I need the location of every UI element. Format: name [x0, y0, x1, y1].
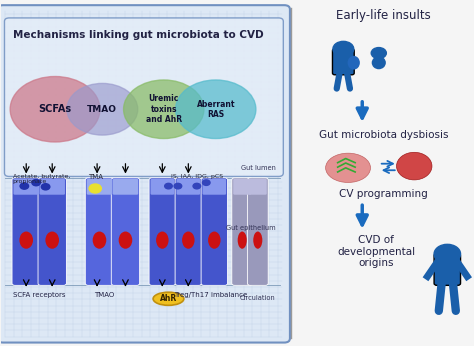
Text: Gut microbiota dysbiosis: Gut microbiota dysbiosis [319, 130, 448, 140]
FancyBboxPatch shape [175, 178, 201, 285]
Text: CV programming: CV programming [339, 189, 428, 199]
Text: Gut epithelium: Gut epithelium [226, 225, 276, 231]
Circle shape [202, 180, 210, 185]
Circle shape [174, 183, 182, 189]
FancyBboxPatch shape [38, 178, 66, 285]
Text: TMAO: TMAO [94, 292, 115, 298]
Ellipse shape [372, 56, 386, 69]
FancyBboxPatch shape [247, 178, 268, 285]
FancyBboxPatch shape [87, 179, 112, 195]
FancyBboxPatch shape [111, 178, 140, 285]
Text: Treg/Th17 imbalance: Treg/Th17 imbalance [174, 292, 247, 298]
Circle shape [89, 184, 101, 193]
Text: SCFAs: SCFAs [38, 104, 72, 114]
FancyBboxPatch shape [332, 49, 354, 75]
FancyBboxPatch shape [233, 179, 251, 195]
FancyBboxPatch shape [85, 178, 114, 285]
Ellipse shape [208, 231, 220, 249]
Circle shape [193, 183, 201, 189]
Text: AhR: AhR [160, 294, 177, 303]
Text: IS, IAA, IDG, pCS: IS, IAA, IDG, pCS [171, 174, 223, 179]
FancyBboxPatch shape [39, 179, 65, 195]
Circle shape [32, 180, 40, 186]
Text: Acetate, butyrate,: Acetate, butyrate, [12, 174, 70, 179]
Text: propionate: propionate [12, 179, 47, 184]
Ellipse shape [326, 153, 371, 182]
Circle shape [41, 184, 50, 190]
Ellipse shape [46, 231, 59, 249]
Circle shape [10, 76, 100, 142]
Ellipse shape [237, 231, 247, 249]
Circle shape [20, 183, 28, 189]
FancyBboxPatch shape [434, 254, 461, 285]
Circle shape [124, 80, 204, 138]
Ellipse shape [347, 56, 360, 70]
Text: Gut lumen: Gut lumen [241, 165, 276, 171]
FancyBboxPatch shape [176, 179, 200, 195]
Ellipse shape [153, 292, 184, 305]
Ellipse shape [19, 231, 33, 249]
Circle shape [434, 244, 461, 264]
FancyBboxPatch shape [0, 5, 290, 343]
FancyBboxPatch shape [201, 178, 228, 285]
Text: TMAO: TMAO [87, 105, 117, 114]
Text: TMA: TMA [88, 174, 103, 180]
Ellipse shape [182, 231, 194, 249]
FancyBboxPatch shape [12, 178, 40, 285]
FancyBboxPatch shape [4, 18, 283, 176]
FancyBboxPatch shape [151, 179, 174, 195]
Text: Mechanisms linking gut microbiota to CVD: Mechanisms linking gut microbiota to CVD [12, 30, 263, 40]
Text: Early-life insults: Early-life insults [336, 9, 431, 22]
Text: Aberrant
RAS: Aberrant RAS [197, 100, 235, 119]
Circle shape [371, 47, 386, 58]
FancyBboxPatch shape [13, 179, 39, 195]
FancyBboxPatch shape [113, 179, 138, 195]
FancyBboxPatch shape [232, 178, 253, 285]
Text: SCFA receptors: SCFA receptors [13, 292, 66, 298]
Ellipse shape [397, 152, 432, 180]
Circle shape [333, 42, 354, 56]
Text: CVD of
developmental
origins: CVD of developmental origins [337, 235, 416, 268]
FancyBboxPatch shape [249, 179, 267, 195]
Circle shape [164, 183, 172, 189]
Ellipse shape [92, 231, 106, 249]
Text: Circulation: Circulation [240, 295, 276, 301]
Circle shape [67, 83, 138, 135]
Circle shape [175, 80, 256, 138]
FancyBboxPatch shape [202, 179, 226, 195]
Text: Uremic
toxins
and AhR: Uremic toxins and AhR [146, 94, 182, 124]
FancyBboxPatch shape [149, 178, 175, 285]
Ellipse shape [253, 231, 262, 249]
Ellipse shape [118, 231, 132, 249]
Ellipse shape [156, 231, 169, 249]
